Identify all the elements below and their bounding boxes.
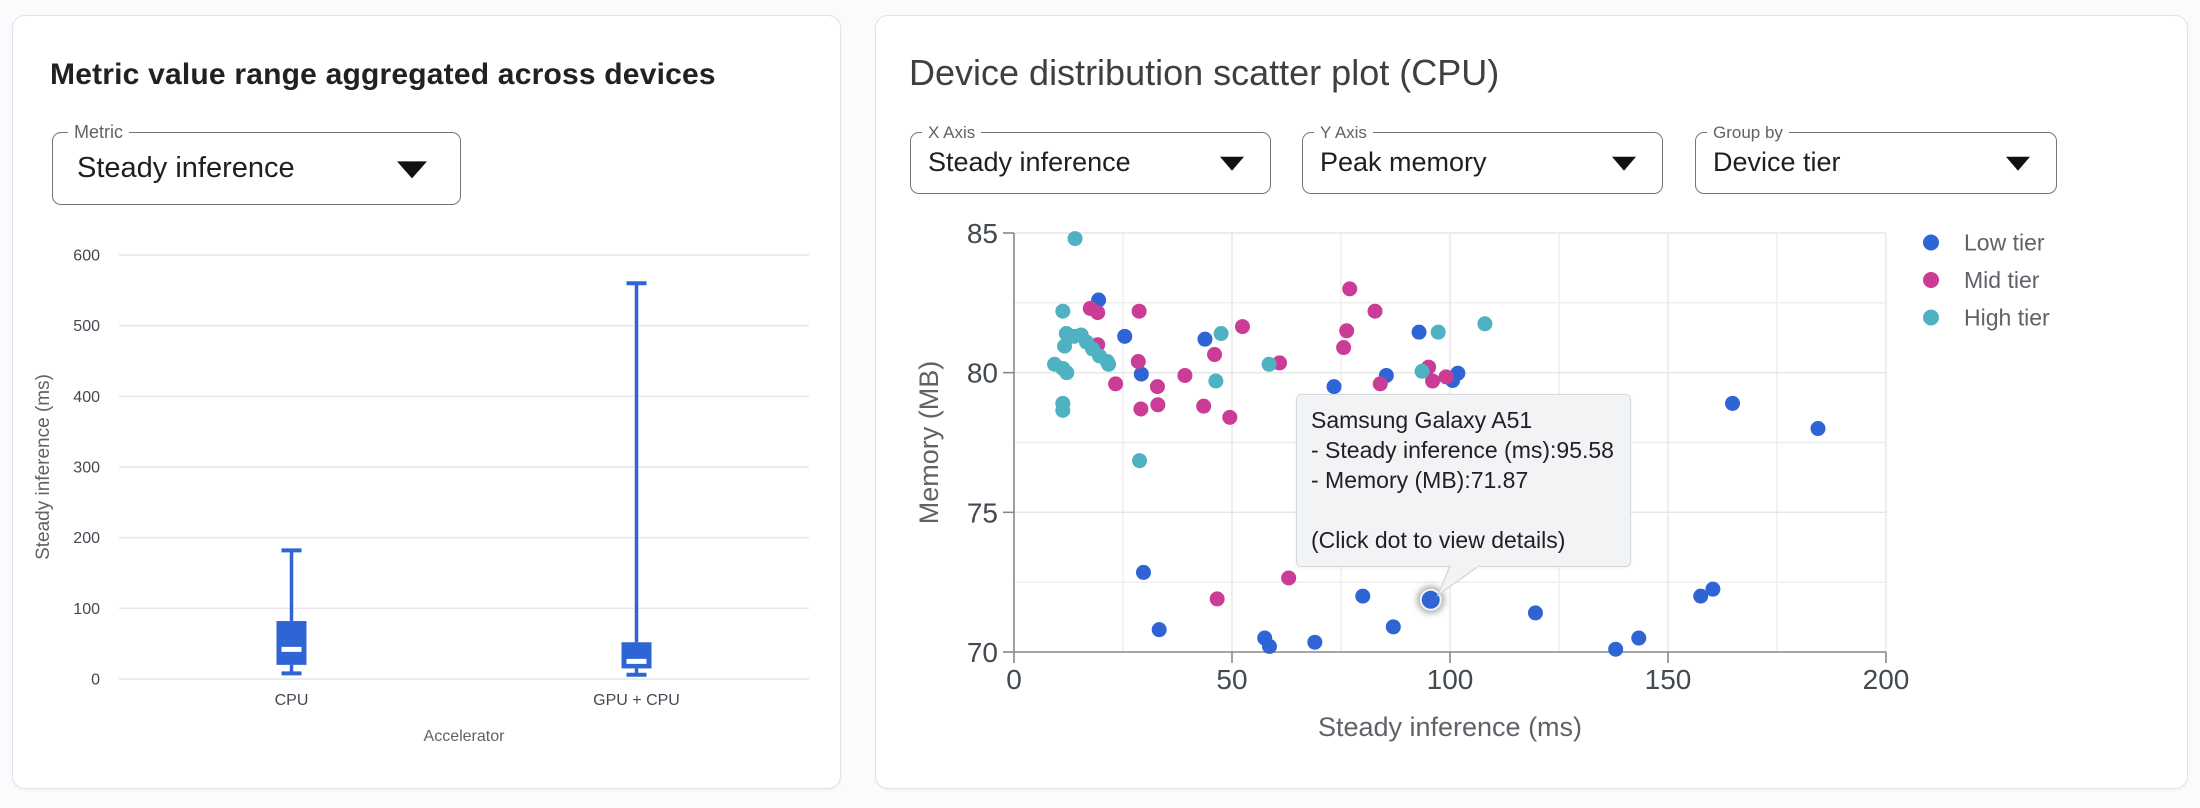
tooltip-y-value: - Memory (MB):71.87 bbox=[1311, 467, 1529, 493]
series-high-tier bbox=[1047, 231, 1493, 469]
scatter-xtick-50: 50 bbox=[1216, 664, 1247, 695]
dropdown-arrow-icon bbox=[1612, 156, 1636, 171]
boxplot-category-label: CPU bbox=[275, 692, 309, 709]
boxplot-chart: 0 100 200 300 400 500 600 Steady inference (ms)… bbox=[33, 248, 809, 745]
legend: Low tier Mid tier High tier bbox=[1923, 230, 2050, 331]
scatter-chart: 0 50 100 150 200 70 75 80 85 Steady inference (ms… bbox=[914, 218, 2050, 742]
x-axis-select-label: X Axis bbox=[922, 122, 982, 142]
scatter-x-axis-title: Steady inference (ms) bbox=[1318, 712, 1582, 742]
box-CPU bbox=[276, 548, 307, 676]
scatter-ytick-80: 80 bbox=[967, 358, 998, 389]
y-axis-select[interactable]: Y Axis Peak memory bbox=[1302, 122, 1663, 194]
legend-dot-1 bbox=[1923, 234, 1939, 251]
scatter-y-axis-title: Memory (MB) bbox=[914, 361, 944, 525]
metric-select-label: Metric bbox=[68, 123, 129, 142]
group-by-select[interactable]: Group by Device tier bbox=[1695, 122, 2057, 194]
metric-select-value: Steady inference bbox=[77, 151, 295, 184]
selected-point bbox=[1417, 586, 1445, 614]
legend-label-1: Low tier bbox=[1964, 230, 2045, 256]
boxplot-card: Metric value range aggregated across dev… bbox=[12, 15, 841, 789]
boxplot-x-axis-title: Accelerator bbox=[424, 728, 506, 745]
boxplot-ytick-200: 200 bbox=[73, 530, 100, 547]
dropdown-arrow-icon bbox=[397, 160, 427, 178]
y-axis-select-value: Peak memory bbox=[1320, 146, 1487, 177]
series-mid-tier bbox=[1082, 281, 1454, 607]
tooltip-x-value: - Steady inference (ms):95.58 bbox=[1311, 437, 1614, 463]
scatter-xtick-150: 150 bbox=[1645, 664, 1692, 695]
tooltip-note: (Click dot to view details) bbox=[1311, 527, 1566, 553]
point-tooltip: Samsung Galaxy A51 - Steady inference (m… bbox=[1296, 394, 1631, 567]
dropdown-arrow-icon bbox=[1220, 156, 1244, 171]
scatter-xtick-100: 100 bbox=[1427, 664, 1474, 695]
boxplot-ytick-0: 0 bbox=[91, 672, 100, 689]
box-GPU + CPU bbox=[621, 281, 652, 677]
boxplot-ytick-300: 300 bbox=[73, 460, 100, 477]
x-axis-select-value: Steady inference bbox=[928, 146, 1131, 177]
boxplot-ytick-400: 400 bbox=[73, 389, 100, 406]
scatter-xtick-200: 200 bbox=[1863, 664, 1910, 695]
legend-label-2: Mid tier bbox=[1964, 267, 2040, 293]
scatter-ytick-70: 70 bbox=[967, 637, 998, 668]
group-by-select-label: Group by bbox=[1707, 122, 1789, 142]
tooltip-spacer bbox=[1311, 495, 1618, 525]
boxplot-category-label: GPU + CPU bbox=[593, 692, 680, 709]
x-axis-select[interactable]: X Axis Steady inference bbox=[910, 122, 1271, 194]
scatter-ytick-75: 75 bbox=[967, 497, 998, 528]
scatter-card: Device distribution scatter plot (CPU) X… bbox=[875, 15, 2188, 789]
legend-label-3: High tier bbox=[1964, 305, 2050, 331]
boxplot-ytick-600: 600 bbox=[73, 248, 100, 265]
scatter-card-title: Device distribution scatter plot (CPU) bbox=[909, 52, 1500, 93]
legend-dot-3 bbox=[1923, 309, 1939, 326]
scatter-xtick-0: 0 bbox=[1006, 664, 1022, 695]
boxplot-ytick-100: 100 bbox=[73, 601, 100, 618]
boxplot-ytick-500: 500 bbox=[73, 318, 100, 335]
y-axis-select-label: Y Axis bbox=[1314, 122, 1373, 142]
boxplot-y-axis-title: Steady inference (ms) bbox=[33, 374, 54, 560]
scatter-ytick-85: 85 bbox=[967, 218, 998, 249]
dropdown-arrow-icon bbox=[2006, 156, 2030, 171]
group-by-select-value: Device tier bbox=[1713, 146, 1841, 177]
metric-select[interactable]: Metric Steady inference bbox=[52, 123, 461, 205]
boxplot-card-title: Metric value range aggregated across dev… bbox=[50, 58, 716, 91]
tooltip-device-name: Samsung Galaxy A51 bbox=[1311, 407, 1533, 433]
legend-dot-2 bbox=[1923, 272, 1939, 288]
